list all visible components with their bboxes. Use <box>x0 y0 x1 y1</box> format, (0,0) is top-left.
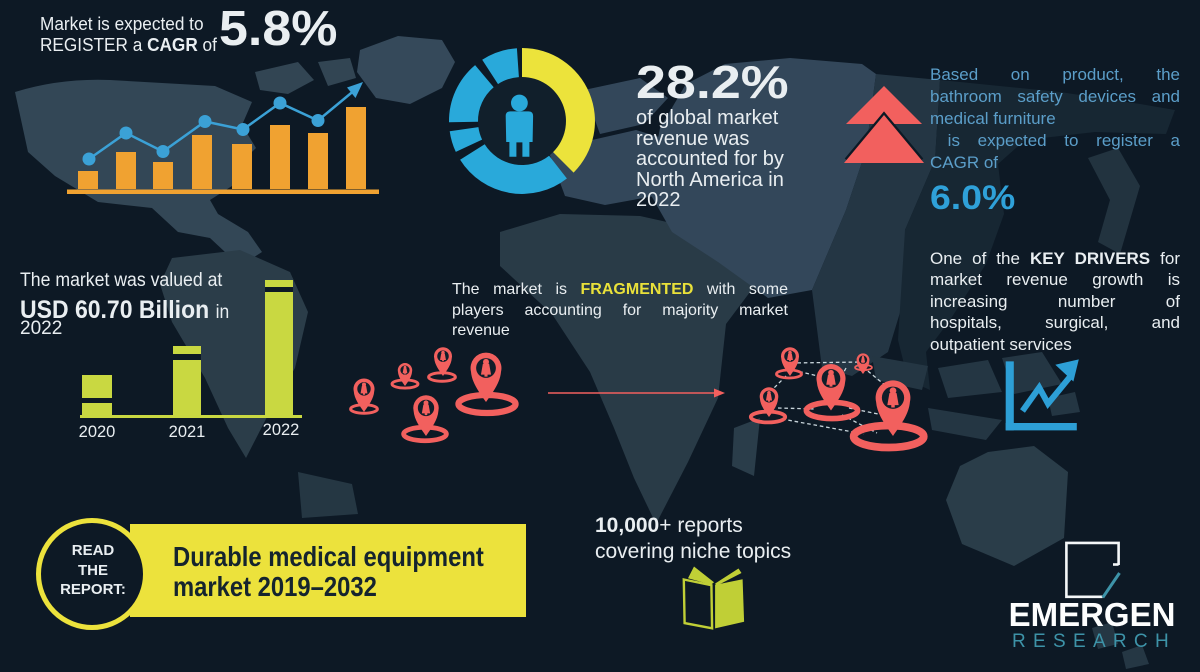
svg-text:2022: 2022 <box>263 421 300 439</box>
svg-text:2021: 2021 <box>169 423 206 440</box>
svg-text:2020: 2020 <box>79 423 116 440</box>
